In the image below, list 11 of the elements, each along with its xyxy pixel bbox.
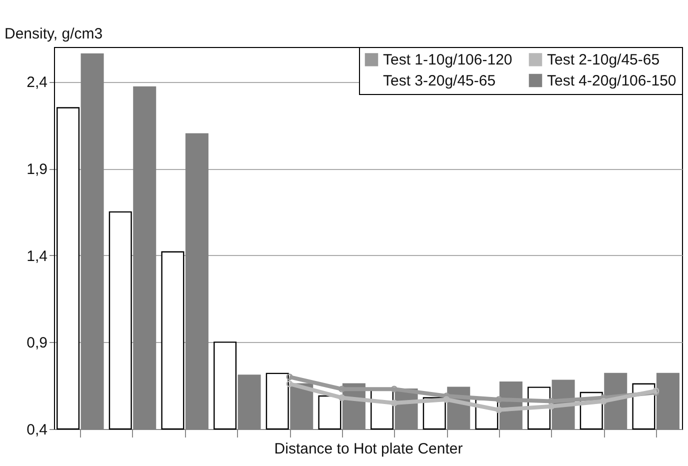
y-tick-label: 2,4 [26,74,48,92]
y-tick-label: 1,4 [26,248,48,265]
y-tick-label: 1,9 [26,161,48,178]
y-axis-title: Density, g/cm3 [4,26,103,42]
y-tick-label: 0,4 [26,422,48,438]
legend-label: Test 2-10g/45-65 [547,52,660,69]
text: Test 3-20g/45-65 [383,72,496,90]
x-axis-title: Distance to Hot plate Center [274,440,463,458]
y-tick-label: 0,9 [26,334,48,352]
legend-label: Test 4-20g/106-150 [547,72,676,90]
legend-label: Test 1-10g/106-120 [383,52,512,69]
